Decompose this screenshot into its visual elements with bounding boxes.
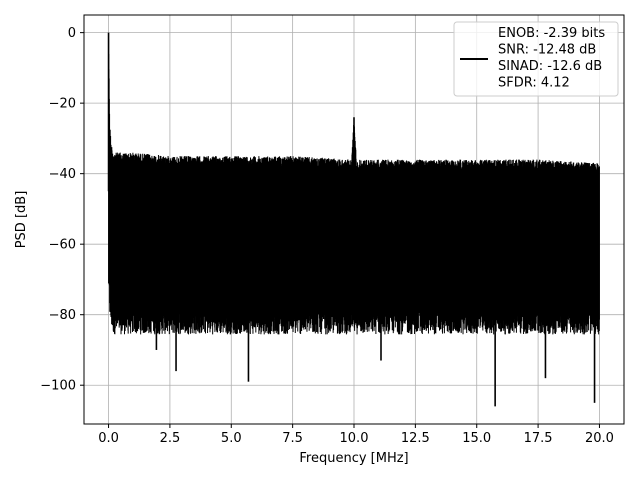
legend-entry-sinad: SINAD: -12.6 dB: [498, 59, 602, 74]
y-tick-label: −40: [49, 167, 76, 182]
x-tick-label: 12.5: [401, 431, 430, 446]
x-tick-label: 0.0: [98, 431, 119, 446]
x-tick-label: 20.0: [585, 431, 614, 446]
legend-entry-snr: SNR: -12.48 dB: [498, 43, 596, 58]
psd-series: [107, 32, 600, 407]
legend-box: [453, 21, 619, 97]
y-tick-label: 0: [68, 26, 76, 41]
y-axis-ticks: 0 −20 −40 −60 −80 −100: [40, 26, 84, 394]
x-tick-label: 10.0: [340, 431, 369, 446]
legend-entry-enob: ENOB: -2.39 bits: [498, 26, 605, 41]
x-tick-label: 7.5: [282, 431, 303, 446]
x-tick-label: 5.0: [221, 431, 242, 446]
x-tick-label: 17.5: [524, 431, 553, 446]
y-tick-label: −60: [49, 238, 76, 253]
x-tick-label: 2.5: [160, 431, 181, 446]
y-tick-label: −20: [49, 97, 76, 112]
legend-entry-sfdr: SFDR: 4.12: [498, 76, 570, 91]
y-tick-label: −100: [40, 379, 76, 394]
psd-noise-trace: [108, 39, 600, 335]
y-axis-label: PSD [dB]: [14, 191, 29, 249]
legend: ENOB: -2.39 bits SNR: -12.48 dB SINAD: -…: [453, 21, 619, 97]
x-tick-label: 15.0: [462, 431, 491, 446]
y-tick-label: −80: [49, 308, 76, 323]
x-axis-label: Frequency [MHz]: [299, 451, 408, 466]
x-axis-ticks: 0.0 2.5 5.0 7.5 10.0 12.5 15.0 17.5 20.0: [98, 424, 614, 446]
